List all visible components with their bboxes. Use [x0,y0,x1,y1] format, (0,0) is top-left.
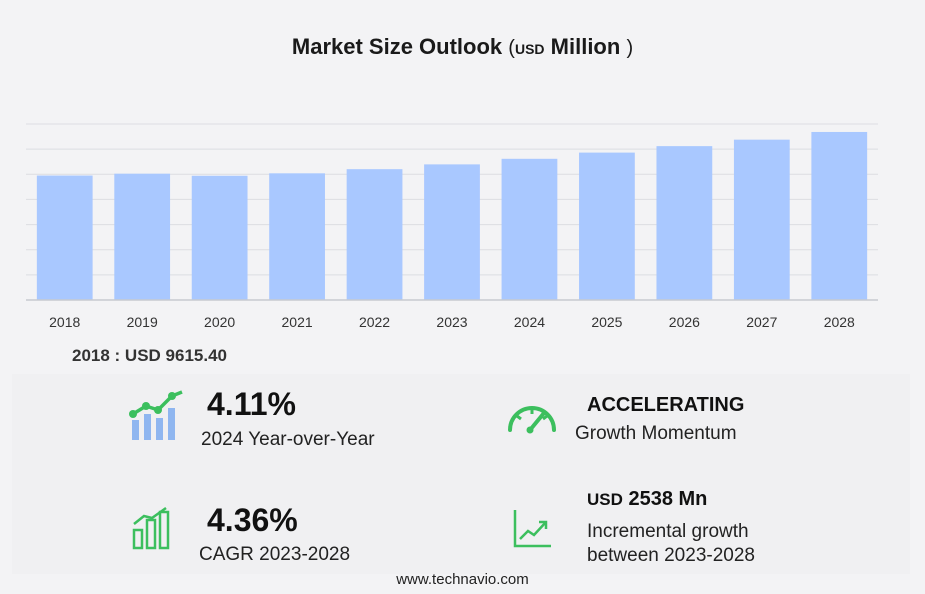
x-tick-label: 2020 [204,314,235,330]
yoy-value: 4.11% [207,386,296,422]
bar-2028 [811,131,868,300]
x-tick-label: 2021 [282,314,313,330]
incremental-label-line2: between 2023-2028 [587,545,755,566]
bar-2023 [424,164,480,300]
bar-2025 [579,152,635,300]
base-year-value: 2018 : USD 9615.40 [72,346,227,365]
x-tick-label: 2026 [669,314,700,330]
x-tick-label: 2024 [514,314,545,330]
title-unit-close: ) [626,37,634,59]
bar-chart-growth-icon [132,506,170,550]
x-tick-label: 2025 [591,314,622,330]
title-main: Market Size Outlook [291,34,503,59]
speedometer-icon [508,406,556,434]
source-footer: www.technavio.com [396,571,529,588]
x-tick-label: 2023 [436,314,467,330]
x-tick-label: 2019 [127,314,158,330]
title-unit-currency: USD [514,41,545,57]
bar-2020 [191,175,248,300]
growth-line-bars-icon [129,390,183,440]
incremental-amount: 2538 Mn [628,488,708,510]
incremental-label-line1: Incremental growth [587,521,749,542]
x-tick-label: 2022 [359,314,390,330]
bar-2019 [114,173,171,300]
cagr-label: CAGR 2023-2028 [199,544,351,565]
incremental-value: USD 2538 Mn [587,488,707,511]
yoy-label: 2024 Year-over-Year [201,429,375,450]
bar-chart: 2018 2019 2020 2021 2022 2023 2024 2025 2026 2027… [26,123,878,330]
title-unit-scale: Million [550,34,621,59]
cagr-value: 4.36% [207,502,298,538]
incremental-currency: USD [587,490,623,509]
bar-2018 [36,175,93,300]
bar-2022 [346,169,403,300]
x-tick-label: 2028 [824,314,855,330]
bar-2027 [733,139,790,300]
bar-2026 [656,146,713,300]
chart-title: Market Size Outlook (USD Million ) [0,34,925,60]
trend-arrow-icon [513,510,551,548]
momentum-value: ACCELERATING [587,394,745,416]
bar-2024 [501,158,558,300]
x-tick-label: 2027 [746,314,777,330]
x-tick-label: 2018 [49,314,80,330]
bar-2021 [269,173,325,300]
momentum-label: Growth Momentum [575,423,737,444]
title-unit-open: ( [508,37,515,59]
